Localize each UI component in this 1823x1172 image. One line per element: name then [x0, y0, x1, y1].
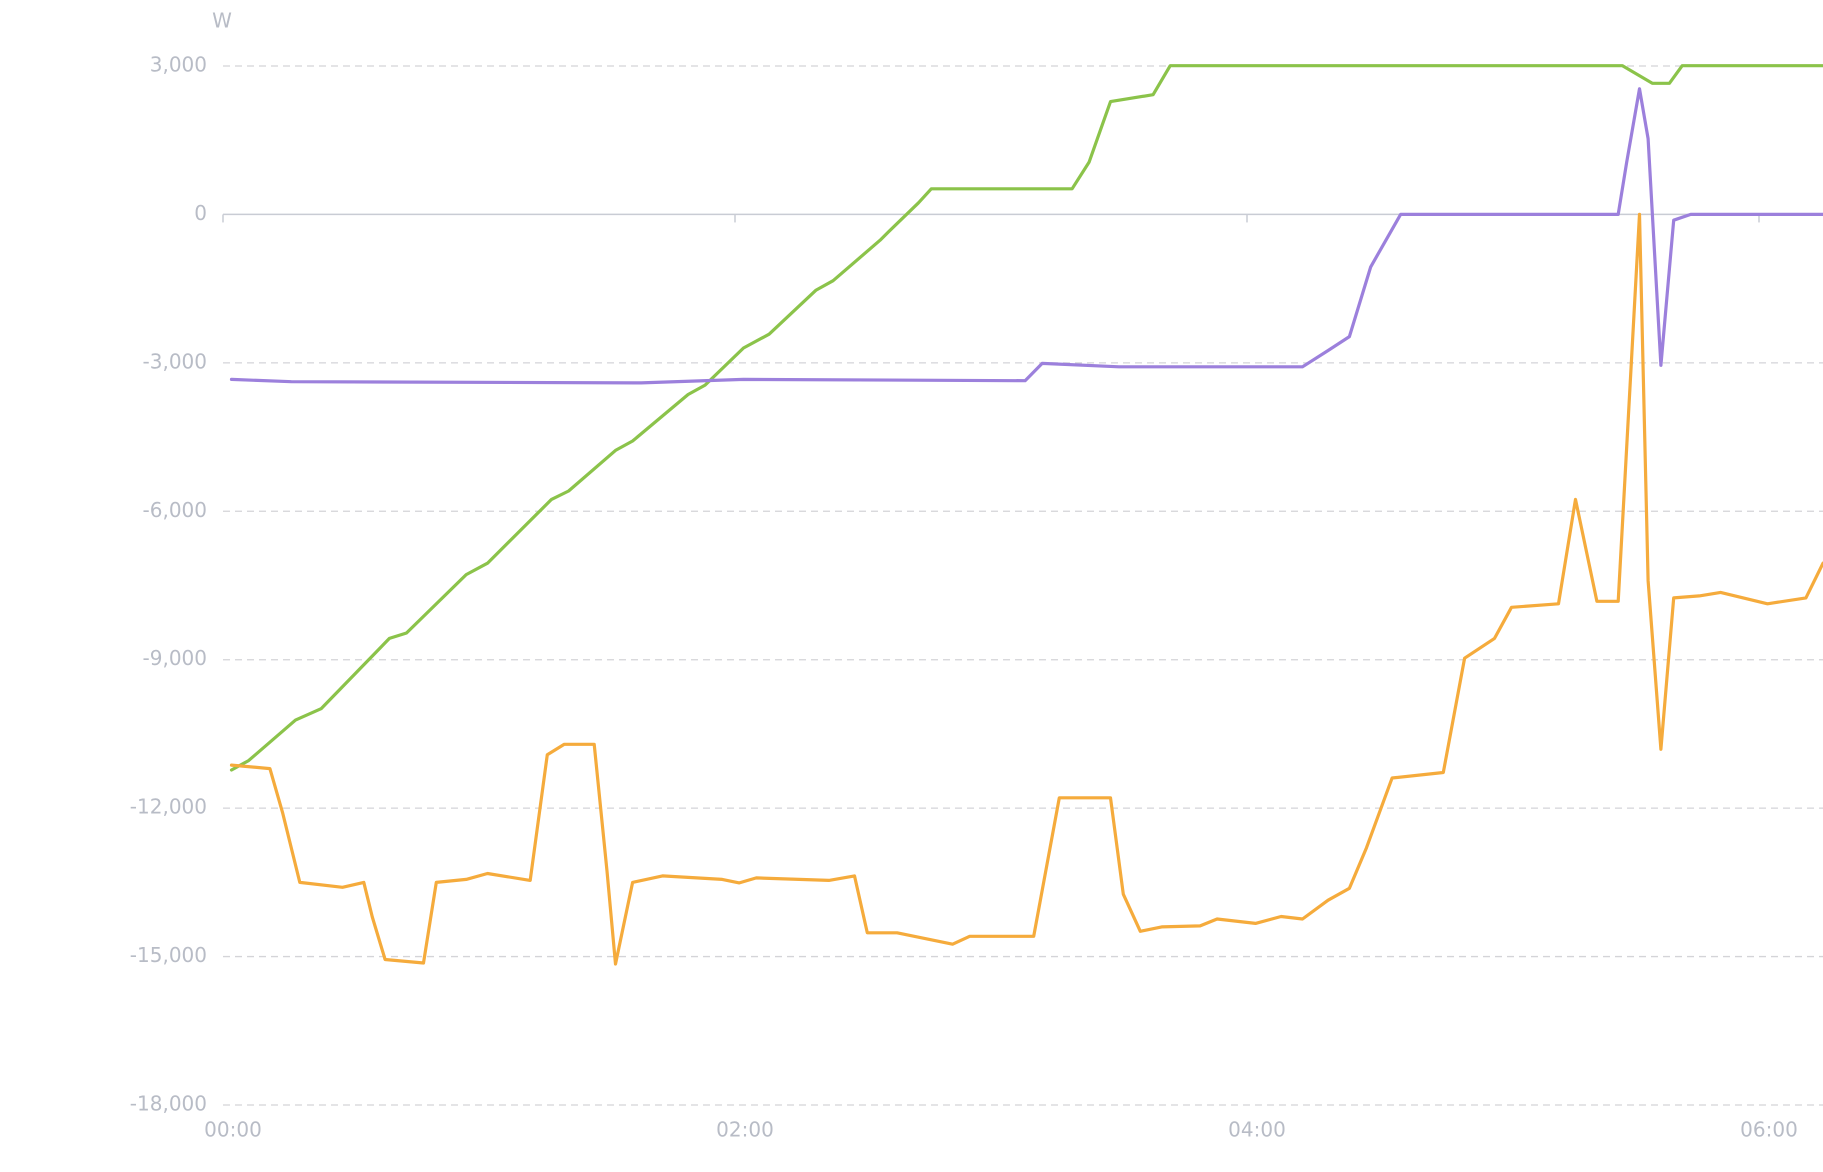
y-tick-label: 0 — [194, 201, 207, 225]
x-tick-label: 02:00 — [716, 1118, 774, 1142]
series-line — [229, 64, 1823, 772]
y-tick-label: -12,000 — [130, 795, 207, 819]
y-tick-label: 3,000 — [150, 53, 207, 77]
y-axis-unit: W — [212, 9, 232, 33]
y-tick-label: -6,000 — [143, 498, 207, 522]
y-tick-label: -9,000 — [143, 646, 207, 670]
series-line — [229, 212, 1823, 966]
x-tick-label: 04:00 — [1228, 1118, 1286, 1142]
series-line — [229, 87, 1823, 385]
y-tick-label: -3,000 — [143, 349, 207, 373]
y-tick-label: -15,000 — [130, 943, 207, 967]
x-tick-label: 00:00 — [204, 1118, 262, 1142]
y-tick-label: -18,000 — [130, 1092, 207, 1116]
x-tick-label: 06:00 — [1740, 1118, 1798, 1142]
